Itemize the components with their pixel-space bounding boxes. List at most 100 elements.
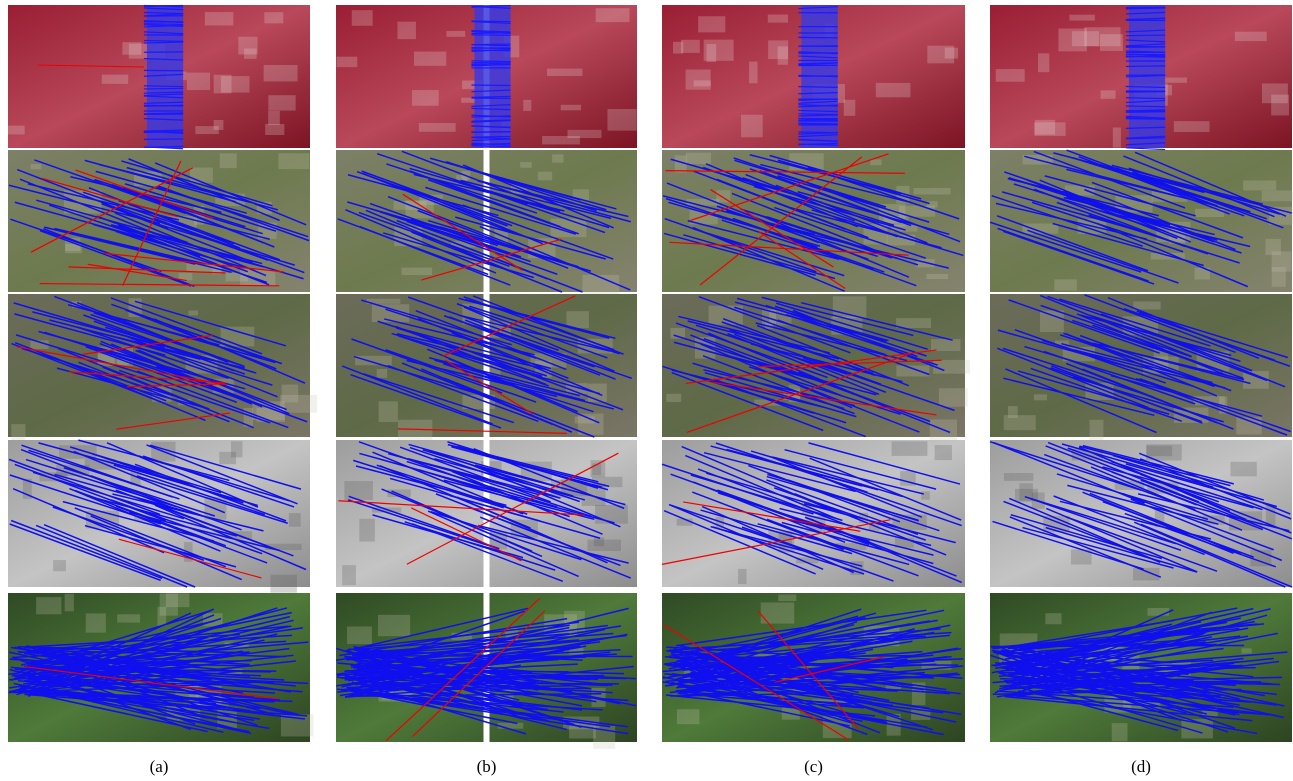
texture	[344, 481, 372, 500]
texture	[1034, 394, 1047, 400]
texture	[996, 69, 1025, 82]
texture	[844, 100, 856, 116]
texture	[749, 62, 757, 84]
texture	[939, 388, 968, 406]
match-line	[1126, 35, 1165, 36]
texture	[931, 339, 960, 351]
texture	[933, 360, 970, 374]
match-line	[1126, 112, 1165, 113]
match-line	[144, 105, 183, 106]
texture	[566, 311, 588, 328]
match-panel	[8, 593, 313, 742]
texture	[1069, 15, 1094, 21]
texture	[244, 49, 257, 59]
texture	[1008, 406, 1018, 418]
texture	[359, 519, 375, 542]
texture	[741, 115, 763, 138]
match-line	[798, 37, 837, 38]
texture	[778, 595, 796, 602]
match-line	[1126, 119, 1165, 120]
texture	[1040, 311, 1064, 333]
texture	[666, 394, 681, 402]
match-panel	[990, 150, 1293, 292]
panel-grid	[8, 5, 1293, 749]
texture	[1147, 608, 1169, 616]
match-line	[471, 50, 510, 51]
match-panel	[990, 5, 1292, 150]
match-line	[1126, 98, 1165, 99]
texture	[876, 83, 911, 97]
match-line	[144, 86, 183, 87]
texture	[1100, 34, 1123, 51]
match-panel	[8, 440, 310, 593]
texture	[122, 42, 141, 55]
texture	[446, 31, 465, 37]
match-panel	[336, 593, 637, 749]
match-line	[144, 88, 183, 89]
texture	[270, 575, 297, 593]
texture	[11, 424, 25, 441]
texture	[677, 709, 699, 724]
texture	[379, 401, 398, 422]
texture	[681, 40, 700, 53]
texture	[896, 365, 929, 376]
texture	[1231, 462, 1257, 476]
texture	[694, 80, 711, 86]
match-panel	[8, 5, 310, 149]
texture	[265, 124, 284, 135]
match-line	[798, 53, 837, 54]
texture	[268, 95, 295, 110]
match-panel	[336, 150, 637, 295]
match-panel	[990, 294, 1292, 441]
texture	[935, 445, 952, 460]
texture	[397, 22, 415, 39]
texture	[220, 153, 237, 168]
figure: (a)(b)(c)(d)	[0, 0, 1293, 781]
texture	[789, 153, 824, 170]
match-panel	[8, 294, 317, 441]
texture	[778, 46, 788, 64]
texture	[355, 356, 392, 365]
texture	[1241, 648, 1251, 653]
texture	[498, 723, 524, 729]
texture	[896, 318, 931, 328]
texture	[221, 76, 250, 92]
texture	[1262, 190, 1293, 201]
texture	[538, 172, 552, 181]
texture	[706, 44, 716, 62]
texture	[65, 594, 74, 611]
texture	[412, 90, 439, 106]
texture	[264, 12, 283, 23]
texture	[1004, 473, 1034, 481]
texture	[686, 70, 711, 90]
texture	[188, 310, 198, 315]
texture	[870, 159, 881, 165]
match-line	[471, 61, 510, 62]
texture	[289, 513, 301, 527]
match-panel	[336, 440, 637, 587]
texture	[1174, 121, 1210, 132]
texture	[542, 136, 580, 144]
match-line	[798, 132, 837, 133]
texture	[166, 593, 189, 607]
texture	[1243, 180, 1276, 190]
column-label: (c)	[804, 757, 823, 776]
column-labels: (a)(b)(c)(d)	[150, 757, 1151, 776]
texture	[377, 369, 387, 378]
texture	[221, 327, 255, 347]
match-panel	[662, 294, 970, 442]
match-line	[798, 87, 837, 88]
texture	[927, 201, 938, 207]
match-panel	[662, 440, 965, 587]
texture	[1045, 613, 1061, 624]
texture	[219, 452, 236, 464]
texture	[117, 614, 140, 622]
texture	[1101, 90, 1116, 98]
texture	[892, 441, 928, 456]
match-panel	[662, 5, 965, 148]
texture	[921, 491, 930, 499]
texture	[596, 8, 630, 22]
texture	[352, 10, 373, 26]
match-panel	[336, 294, 637, 441]
match-line	[471, 35, 510, 36]
